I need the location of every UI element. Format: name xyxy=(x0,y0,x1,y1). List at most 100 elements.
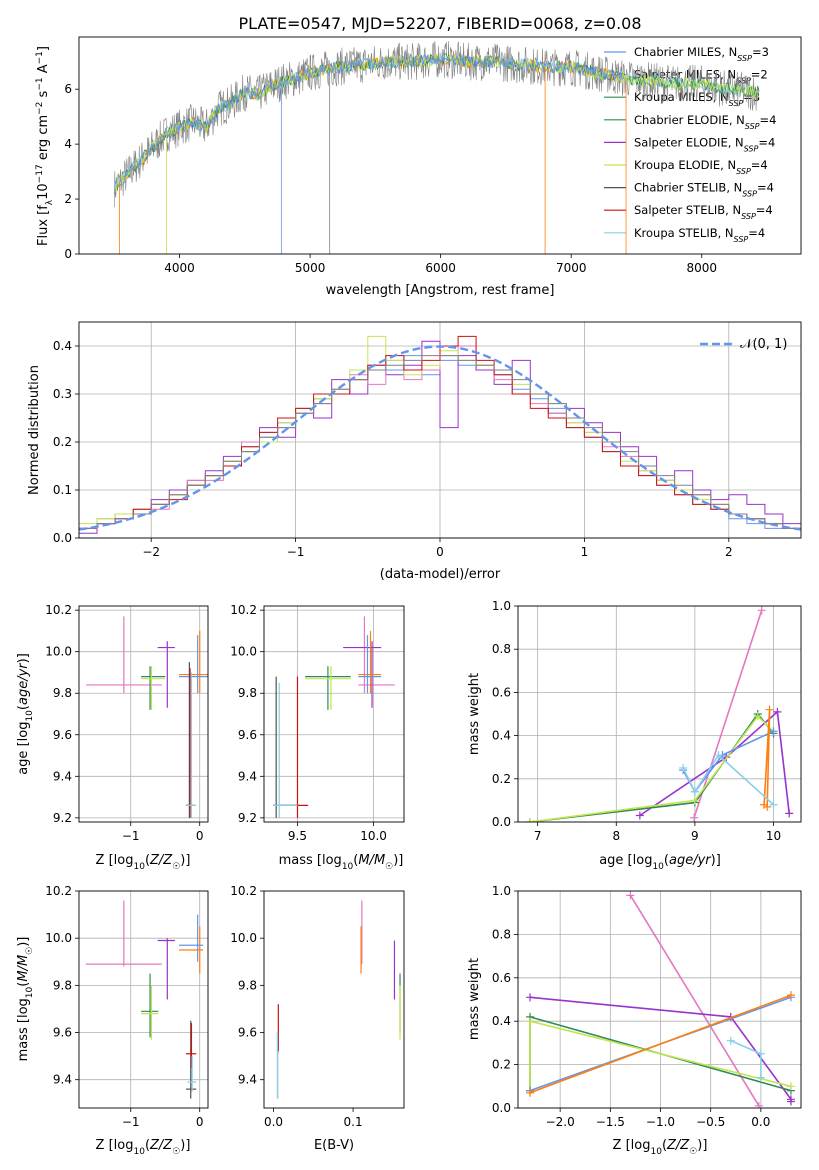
y-tick-label: 0.2 xyxy=(492,1058,511,1072)
y-tick-label: 9.2 xyxy=(238,811,257,825)
y-tick-label: 9.6 xyxy=(238,1026,257,1040)
y-tick-label: 10.0 xyxy=(45,645,72,659)
weight-series-line xyxy=(639,710,790,817)
y-tick-label: 9.6 xyxy=(53,728,72,742)
weight-marker xyxy=(769,727,778,736)
y-tick-label: 0.6 xyxy=(492,971,511,985)
mass_vs_EBV-plot xyxy=(276,900,401,1099)
weight-z-xlabel: Z [log10(Z/Z☉)] xyxy=(613,1138,708,1157)
y-tick-label: 9.8 xyxy=(53,686,72,700)
y-tick-label: 6 xyxy=(64,82,72,96)
x-tick-label: 9.5 xyxy=(288,829,307,843)
legend-normal-label: 𝒩(0, 1) xyxy=(740,337,787,352)
residual_hist-frame xyxy=(78,321,802,539)
y-tick-label: 0.4 xyxy=(53,339,72,353)
x-tick-label: −0.5 xyxy=(696,1115,725,1129)
weight-series-line xyxy=(693,610,763,818)
age_vs_mass-frame xyxy=(263,605,405,823)
weight-marker xyxy=(757,606,766,615)
spectrum-axes: 4000 5000 6000 7000 8000 0 2 4 6 xyxy=(64,36,802,275)
age-z-xlabel: Z [log10(Z/Z☉)] xyxy=(96,853,191,872)
y-tick-label: 1.0 xyxy=(492,884,511,898)
spectrum-ylabel: Flux [fλ10−17 erg cm−2 s−1 A−1] xyxy=(35,46,55,246)
x-tick-label: −1 xyxy=(122,829,140,843)
y-tick-label: 0.8 xyxy=(492,927,511,941)
weight_vs_age-axes: 7 8 9 10 0.0 0.2 0.4 0.6 0.8 1.0 xyxy=(492,599,802,843)
spectrum-xlabel: wavelength [Angstrom, rest frame] xyxy=(326,283,555,298)
y-tick-label: 10.0 xyxy=(230,645,257,659)
weight-series-line xyxy=(682,753,775,806)
y-tick-label: 9.8 xyxy=(238,686,257,700)
x-tick-label: 0.0 xyxy=(264,1115,283,1129)
x-tick-label: −2.0 xyxy=(546,1115,575,1129)
residual_hist-plot xyxy=(79,335,801,534)
age_vs_Z-frame xyxy=(78,605,209,823)
weight-series-line xyxy=(682,730,774,794)
mass_vs_Z-frame xyxy=(78,890,209,1109)
mass_vs_Z-plot xyxy=(85,900,204,1099)
x-tick-label: 7 xyxy=(534,829,542,843)
normal-reference-curve xyxy=(79,345,801,531)
weight-marker xyxy=(690,787,699,796)
weight-marker xyxy=(714,751,723,760)
x-tick-label: 9 xyxy=(691,829,699,843)
x-tick-label: −2 xyxy=(142,545,160,559)
y-tick-label: 1.0 xyxy=(492,599,511,613)
x-tick-label: 5000 xyxy=(295,261,326,275)
y-tick-label: 9.4 xyxy=(53,769,72,783)
weight-marker xyxy=(786,1082,795,1091)
y-tick-label: 9.8 xyxy=(53,978,72,992)
y-tick-label: 9.6 xyxy=(53,1026,72,1040)
weight-marker xyxy=(786,991,795,1000)
y-tick-label: 10.0 xyxy=(230,931,257,945)
x-tick-label: 1 xyxy=(581,545,589,559)
legend-label: Salpeter ELODIE, NSSP=4 xyxy=(634,135,775,153)
x-tick-label: 10.0 xyxy=(360,829,387,843)
weight-age-ylabel: mass weight xyxy=(467,673,482,755)
model-spectrum-line xyxy=(113,53,759,195)
y-tick-label: 2 xyxy=(64,192,72,206)
mass_vs_EBV-axes: 0.0 0.1 9.4 9.6 9.8 10.0 10.2 xyxy=(230,884,405,1129)
x-tick-label: 0 xyxy=(196,829,204,843)
weight-marker xyxy=(690,813,699,822)
y-tick-label: 9.6 xyxy=(238,728,257,742)
x-tick-label: 0 xyxy=(196,1115,204,1129)
y-tick-label: 10.2 xyxy=(45,884,72,898)
legend-label: Chabrier MILES, NSSP=3 xyxy=(634,45,769,63)
y-tick-label: 9.8 xyxy=(238,978,257,992)
x-tick-label: 6000 xyxy=(425,261,456,275)
mass-ebv-xlabel: E(B-V) xyxy=(314,1138,354,1153)
legend-label: Salpeter STELIB, NSSP=4 xyxy=(634,203,773,221)
weight-series-line xyxy=(629,894,760,1107)
weight-marker xyxy=(786,1097,795,1106)
age_vs_Z-plot xyxy=(85,616,208,818)
mass_vs_Z-axes: −1 0 9.4 9.6 9.8 10.0 10.2 xyxy=(45,884,209,1129)
age-mass-xlabel: mass [log10(M/M☉)] xyxy=(279,853,404,872)
y-tick-label: 9.4 xyxy=(238,769,257,783)
x-tick-label: −1 xyxy=(287,545,305,559)
weight-marker xyxy=(785,809,794,818)
mass-z-ylabel: mass [log10(M/M☉)] xyxy=(16,937,35,1062)
weight-marker xyxy=(726,1036,735,1045)
age_vs_mass-plot xyxy=(273,616,395,818)
age_vs_mass-axes: 9.5 10.0 9.2 9.4 9.6 9.8 10.0 10.2 xyxy=(230,603,405,843)
y-tick-label: 0.6 xyxy=(492,685,511,699)
x-tick-label: 0.1 xyxy=(344,1115,363,1129)
y-tick-label: 9.2 xyxy=(53,811,72,825)
weight_vs_Z-frame xyxy=(517,890,802,1109)
x-tick-label: 7000 xyxy=(556,261,587,275)
weight-marker xyxy=(769,800,778,809)
age-z-ylabel: age [log10(age/yr)] xyxy=(16,653,35,775)
weight-marker xyxy=(525,818,534,822)
y-tick-label: 10.2 xyxy=(45,603,72,617)
x-tick-label: 0 xyxy=(436,545,444,559)
weight-marker xyxy=(526,1088,535,1097)
weight-marker xyxy=(526,1017,535,1026)
weight-age-xlabel: age [log10(age/yr)] xyxy=(599,853,721,872)
x-tick-label: 4000 xyxy=(164,261,195,275)
model-spectrum-line xyxy=(113,53,624,195)
weight_vs_Z-plot xyxy=(526,891,795,1108)
residual_hist-axes: −2 −1 0 1 2 0.0 0.1 0.2 0.3 0.4 xyxy=(53,321,802,559)
